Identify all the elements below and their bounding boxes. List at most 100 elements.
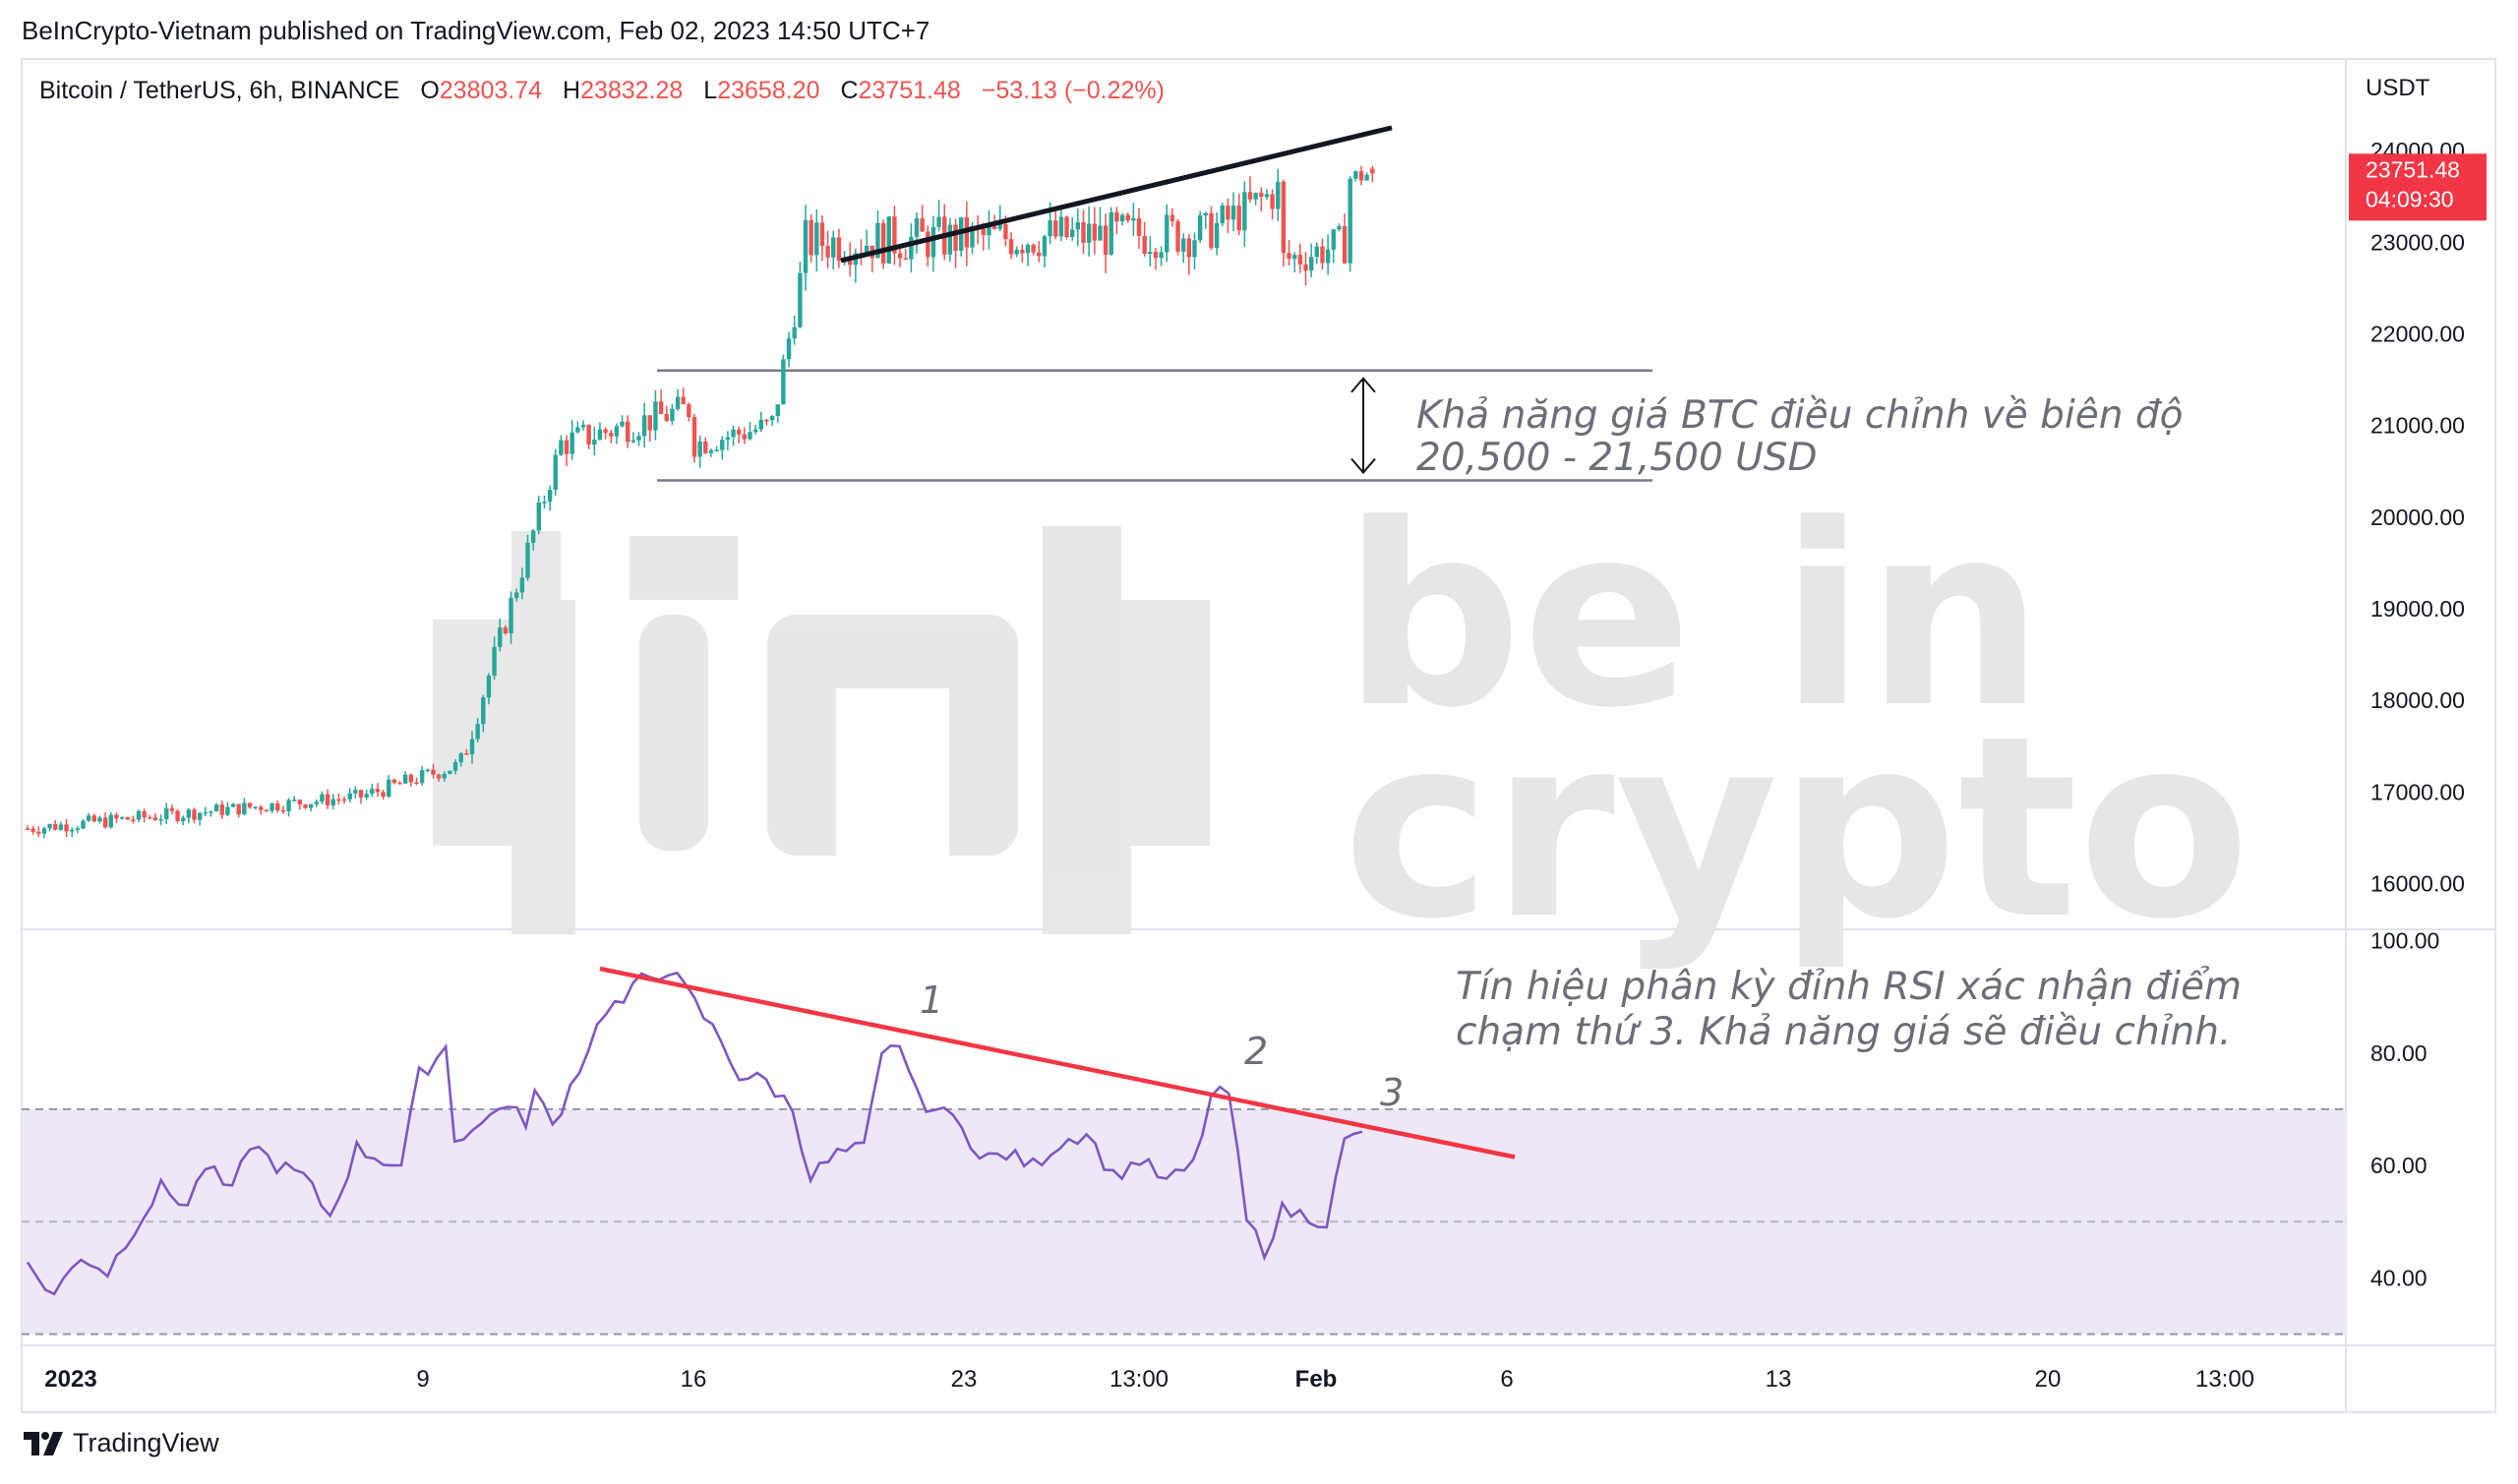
candle-body: [748, 432, 752, 440]
candle-body: [1053, 220, 1058, 237]
candle-body: [1348, 178, 1352, 264]
candle-body: [280, 809, 286, 812]
legend-low-key: L: [703, 77, 718, 104]
candle-body: [987, 225, 991, 236]
candle-body: [320, 794, 325, 802]
candle-body: [1125, 214, 1130, 221]
candle-body: [209, 811, 213, 813]
candle-body: [880, 222, 886, 264]
candle-body: [47, 824, 52, 829]
countdown-value: 04:09:30: [2366, 186, 2454, 211]
candle-body: [1281, 181, 1287, 254]
candle-body: [164, 807, 169, 819]
candle-body: [775, 404, 780, 417]
candle-body: [831, 237, 836, 258]
time-tick-label: 13:00: [2195, 1366, 2254, 1393]
candle-body: [464, 753, 469, 755]
candle-body: [1297, 255, 1303, 265]
candle-body: [97, 817, 102, 822]
candle-body: [687, 404, 691, 418]
candle-body: [203, 811, 208, 814]
candle-body: [926, 231, 930, 258]
candle-body: [91, 815, 96, 822]
candle-body: [30, 828, 35, 832]
candle-body: [570, 432, 574, 454]
candle-body: [397, 783, 402, 785]
tradingview-brand: TradingView: [73, 1428, 219, 1457]
candle-body: [275, 802, 280, 810]
candle-body: [1042, 236, 1048, 257]
candle-body: [720, 440, 725, 450]
candle-body: [197, 812, 203, 820]
candle-body: [703, 441, 708, 453]
candle-body: [1331, 229, 1336, 250]
candle-body: [559, 440, 564, 455]
candle-body: [1119, 214, 1125, 222]
candle-body: [1186, 238, 1192, 258]
candle-body: [270, 802, 274, 811]
candle-body: [1081, 221, 1086, 243]
candle-body: [131, 819, 136, 821]
candle-body: [1364, 174, 1369, 181]
candle-body: [358, 790, 364, 798]
watermark-line1: be in: [1343, 471, 2044, 763]
legend-open-key: O: [420, 77, 440, 104]
rsi-tick-label: 100.00: [2370, 927, 2439, 953]
candle-body: [1292, 255, 1297, 260]
time-tick-label: 13: [1766, 1366, 1792, 1393]
candle-body: [314, 801, 319, 804]
time-tick-label: 13:00: [1109, 1366, 1169, 1393]
candle-body: [486, 675, 492, 698]
price-tick-label: 21000.00: [2370, 413, 2465, 439]
candle-body: [58, 824, 64, 830]
candle-body: [1370, 168, 1375, 174]
candle-body: [219, 804, 224, 815]
ascending-trendline: [840, 125, 1393, 264]
candle-body: [609, 433, 614, 437]
candle-body: [347, 793, 352, 800]
candle-body: [714, 449, 719, 451]
candle-body: [1003, 223, 1008, 240]
time-tick-label: 23: [951, 1366, 978, 1393]
candle-body: [414, 782, 419, 784]
candle-body: [186, 809, 192, 818]
candle-body: [641, 415, 647, 437]
time-tick-label: 20: [2035, 1366, 2062, 1393]
candle-body: [1031, 244, 1036, 253]
candle-body: [1048, 220, 1052, 237]
candle-body: [903, 258, 908, 261]
time-tick-label: 2023: [44, 1366, 96, 1393]
rsi-axis-ticks: 100.00 80.00 60.00 40.00: [2370, 927, 2439, 1290]
candle-body: [1098, 225, 1103, 241]
candle-body: [1136, 217, 1142, 236]
candle-body: [769, 416, 775, 421]
candle-body: [1220, 205, 1225, 223]
candle-body: [752, 429, 758, 433]
candle-body: [152, 817, 158, 820]
candle-body: [697, 441, 702, 457]
legend-high: 23832.28: [580, 77, 684, 104]
price-tick-label: 18000.00: [2370, 687, 2465, 713]
candle-body: [292, 800, 297, 801]
touch-label-2: 2: [1244, 1030, 1268, 1073]
candle-body: [991, 225, 997, 229]
tradingview-logo[interactable]: TradingView: [24, 1428, 219, 1458]
candle-body: [230, 803, 236, 807]
currency-label: USDT: [2366, 75, 2430, 101]
candle-body: [909, 236, 914, 260]
candle-body: [1242, 192, 1247, 231]
candle-body: [325, 794, 330, 805]
candle-body: [914, 217, 920, 237]
annotation-range-line1: Khả năng giá BTC điều chỉnh về biên độ: [1416, 393, 2184, 438]
time-axis-ticks: 2023 9 16 23 13:00 Feb 6 13 20 13:00: [44, 1366, 2254, 1393]
candle-body: [498, 627, 503, 647]
candle-body: [492, 646, 497, 676]
candle-body: [1276, 181, 1281, 209]
candle-body: [547, 490, 553, 503]
candle-body: [1320, 246, 1325, 264]
candle-body: [1303, 264, 1308, 271]
candle-body: [1070, 229, 1075, 238]
candle-body: [681, 396, 686, 405]
candle-body: [1325, 249, 1331, 264]
